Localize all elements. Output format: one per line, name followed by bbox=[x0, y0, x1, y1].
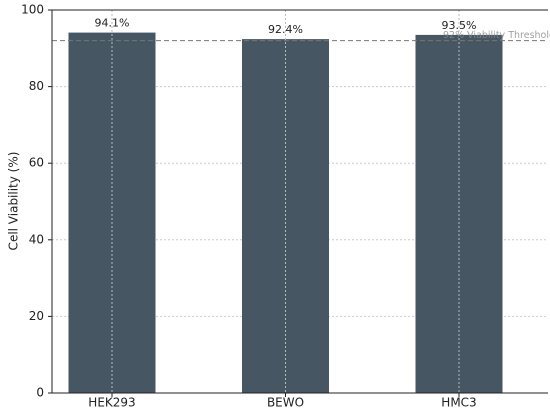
y-tick-label: 40 bbox=[29, 232, 44, 246]
y-tick-label: 100 bbox=[21, 3, 44, 17]
y-axis-label: Cell Viability (%) bbox=[7, 152, 21, 251]
x-tick-label: HEK293 bbox=[88, 396, 135, 410]
value-label: 94.1% bbox=[95, 17, 130, 30]
value-label: 92.4% bbox=[268, 23, 303, 36]
x-tick-label: BEWO bbox=[267, 396, 304, 410]
y-tick-label: 0 bbox=[36, 386, 44, 400]
threshold-label: 92% Viability Threshold bbox=[443, 30, 550, 41]
x-tick-label: HMC3 bbox=[441, 396, 476, 410]
y-tick-label: 60 bbox=[29, 156, 44, 170]
y-tick-label: 20 bbox=[29, 309, 44, 323]
bar bbox=[68, 32, 156, 394]
y-tick-label: 80 bbox=[29, 79, 44, 93]
value-label: 93.5% bbox=[442, 19, 477, 32]
